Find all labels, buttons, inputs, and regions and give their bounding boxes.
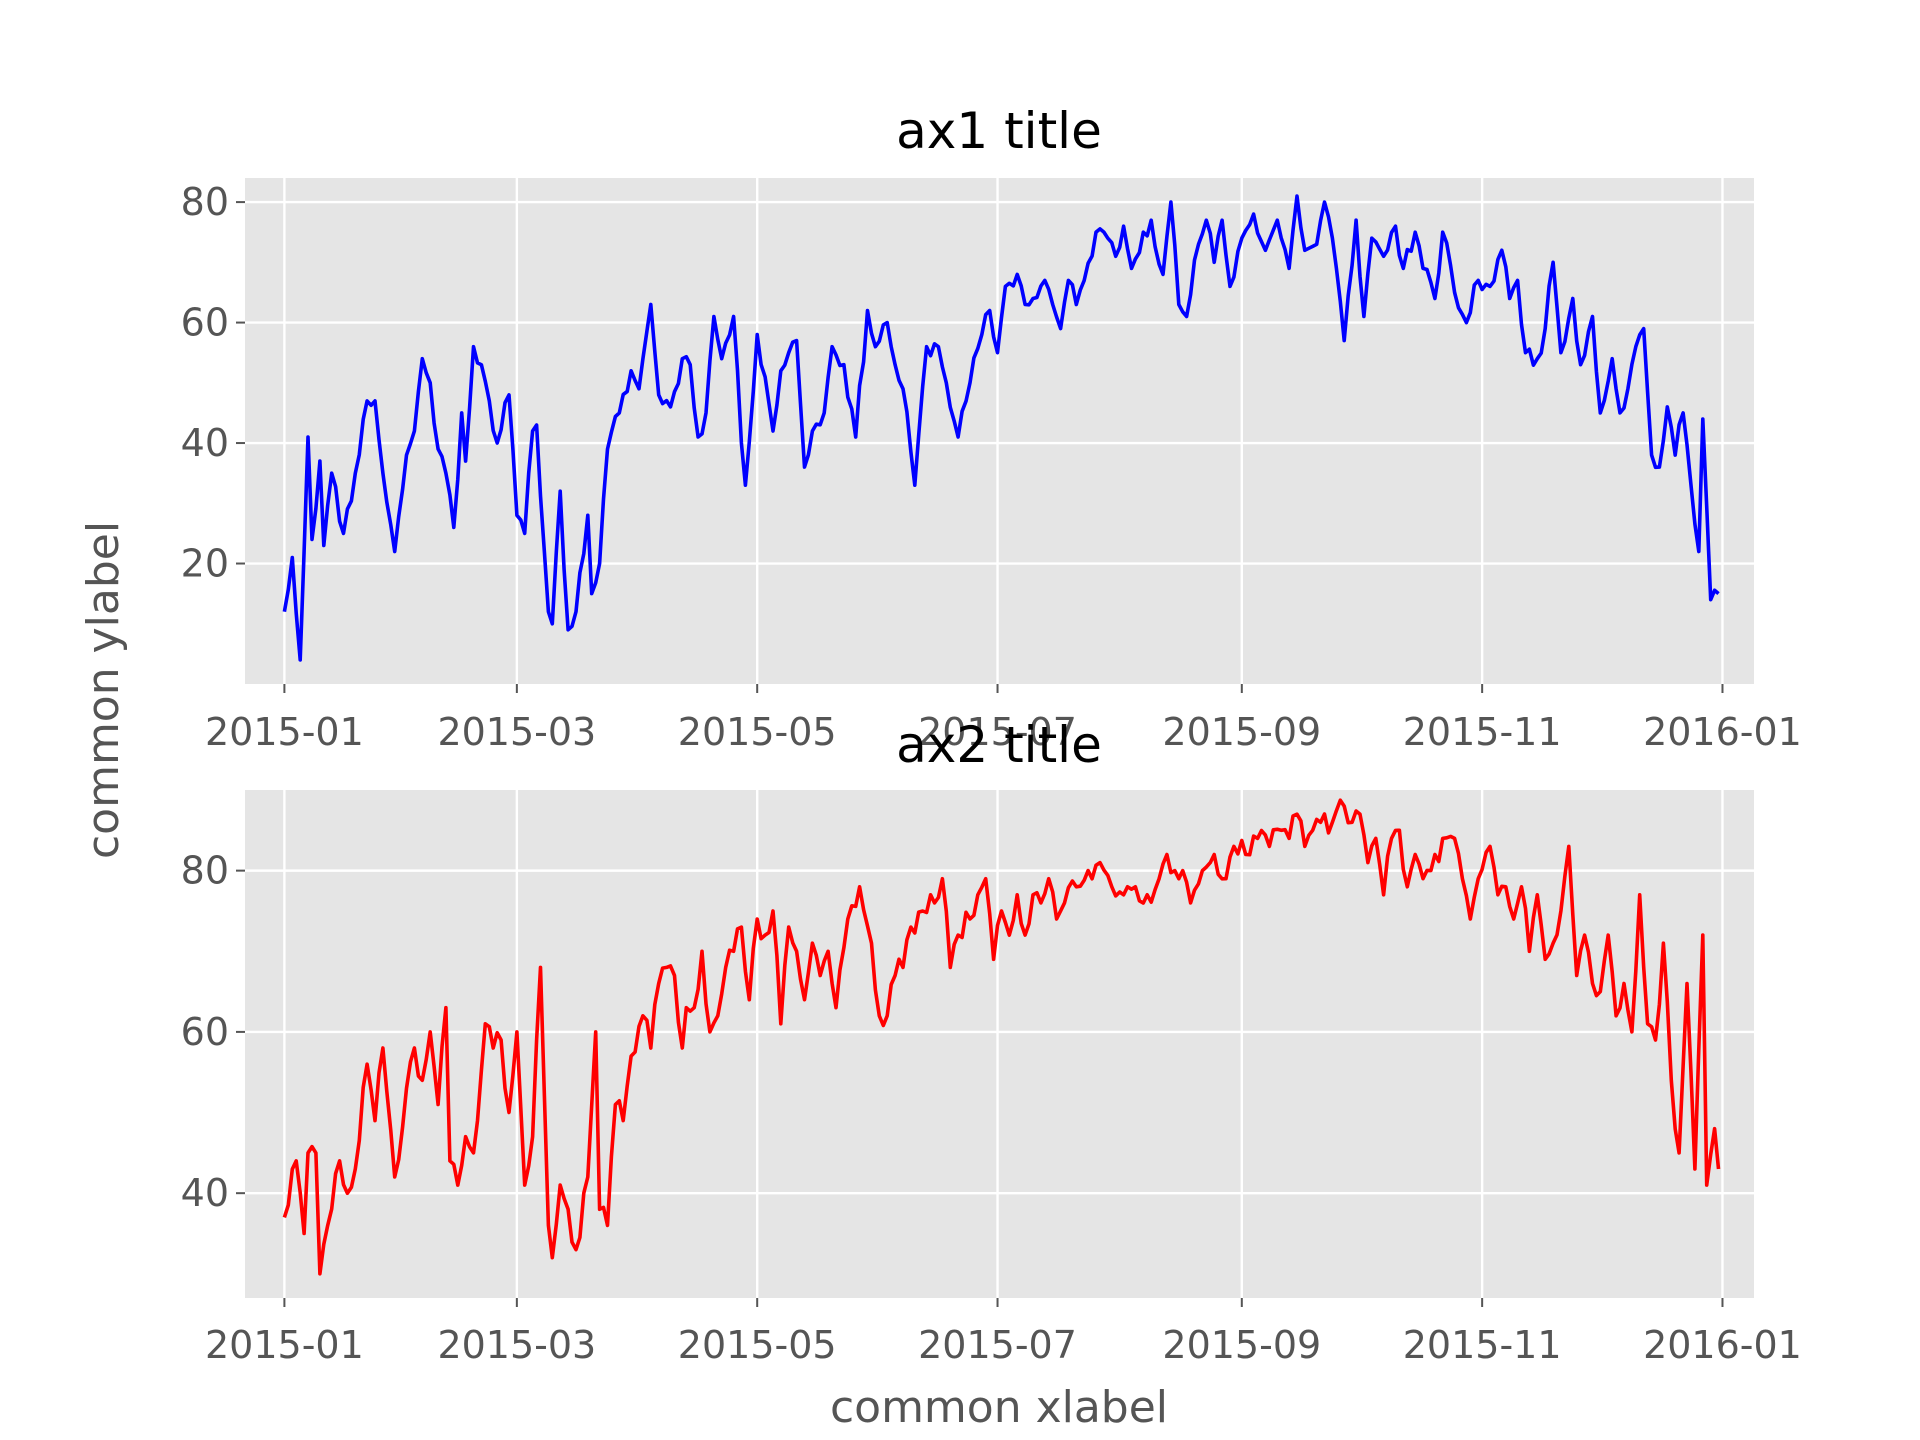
bottom-series <box>282 798 1721 1276</box>
x-tick-label: 2016-01 <box>1643 1323 1802 1367</box>
series-line <box>282 798 1721 1276</box>
x-tick-label: 2015-09 <box>1162 1323 1321 1367</box>
top-y-ticks: 20 40 60 80 <box>181 180 245 586</box>
x-tick-label: 2015-01 <box>205 710 364 754</box>
x-tick-label: 2015-07 <box>918 710 1077 754</box>
common-y-label: common ylabel <box>78 521 129 859</box>
top-series <box>282 194 1720 662</box>
top-subplot-title: ax1 title <box>896 102 1102 160</box>
common-x-label: common xlabel <box>830 1382 1168 1433</box>
x-tick-label: 2015-01 <box>205 1323 364 1367</box>
x-tick-label: 2015-05 <box>678 710 837 754</box>
x-tick-label: 2015-03 <box>437 1323 596 1367</box>
bottom-x-ticks: 2015-01 2015-03 2015-05 2015-07 2015-09 2015-… <box>205 1298 1802 1367</box>
bottom-y-ticks: 40 60 80 <box>181 849 245 1215</box>
top-plot-area <box>245 178 1754 684</box>
series-line <box>282 194 1720 662</box>
y-tick-label: 40 <box>181 421 229 465</box>
y-tick-label: 60 <box>181 301 229 345</box>
top-subplot: 20 40 60 80 <box>181 178 1754 684</box>
y-tick-label: 20 <box>181 542 229 586</box>
x-tick-label: 2015-09 <box>1162 710 1321 754</box>
x-tick-label: 2015-07 <box>918 1323 1077 1367</box>
x-tick-label: 2015-11 <box>1403 710 1562 754</box>
x-tick-label: 2015-05 <box>678 1323 837 1367</box>
x-tick-label: 2015-03 <box>437 710 596 754</box>
bottom-plot-area <box>245 790 1754 1298</box>
x-tick-label: 2015-11 <box>1403 1323 1562 1367</box>
top-x-ticks: 2015-01 2015-03 2015-05 2015-07 2015-09 2015-… <box>205 684 1802 754</box>
bottom-subplot-title: ax2 title <box>896 716 1102 774</box>
bottom-subplot: 40 60 80 <box>181 790 1754 1298</box>
y-tick-label: 80 <box>181 180 229 224</box>
y-tick-label: 80 <box>181 849 229 893</box>
y-tick-label: 40 <box>181 1171 229 1215</box>
y-tick-label: 60 <box>181 1010 229 1054</box>
x-tick-label: 2016-01 <box>1643 710 1802 754</box>
